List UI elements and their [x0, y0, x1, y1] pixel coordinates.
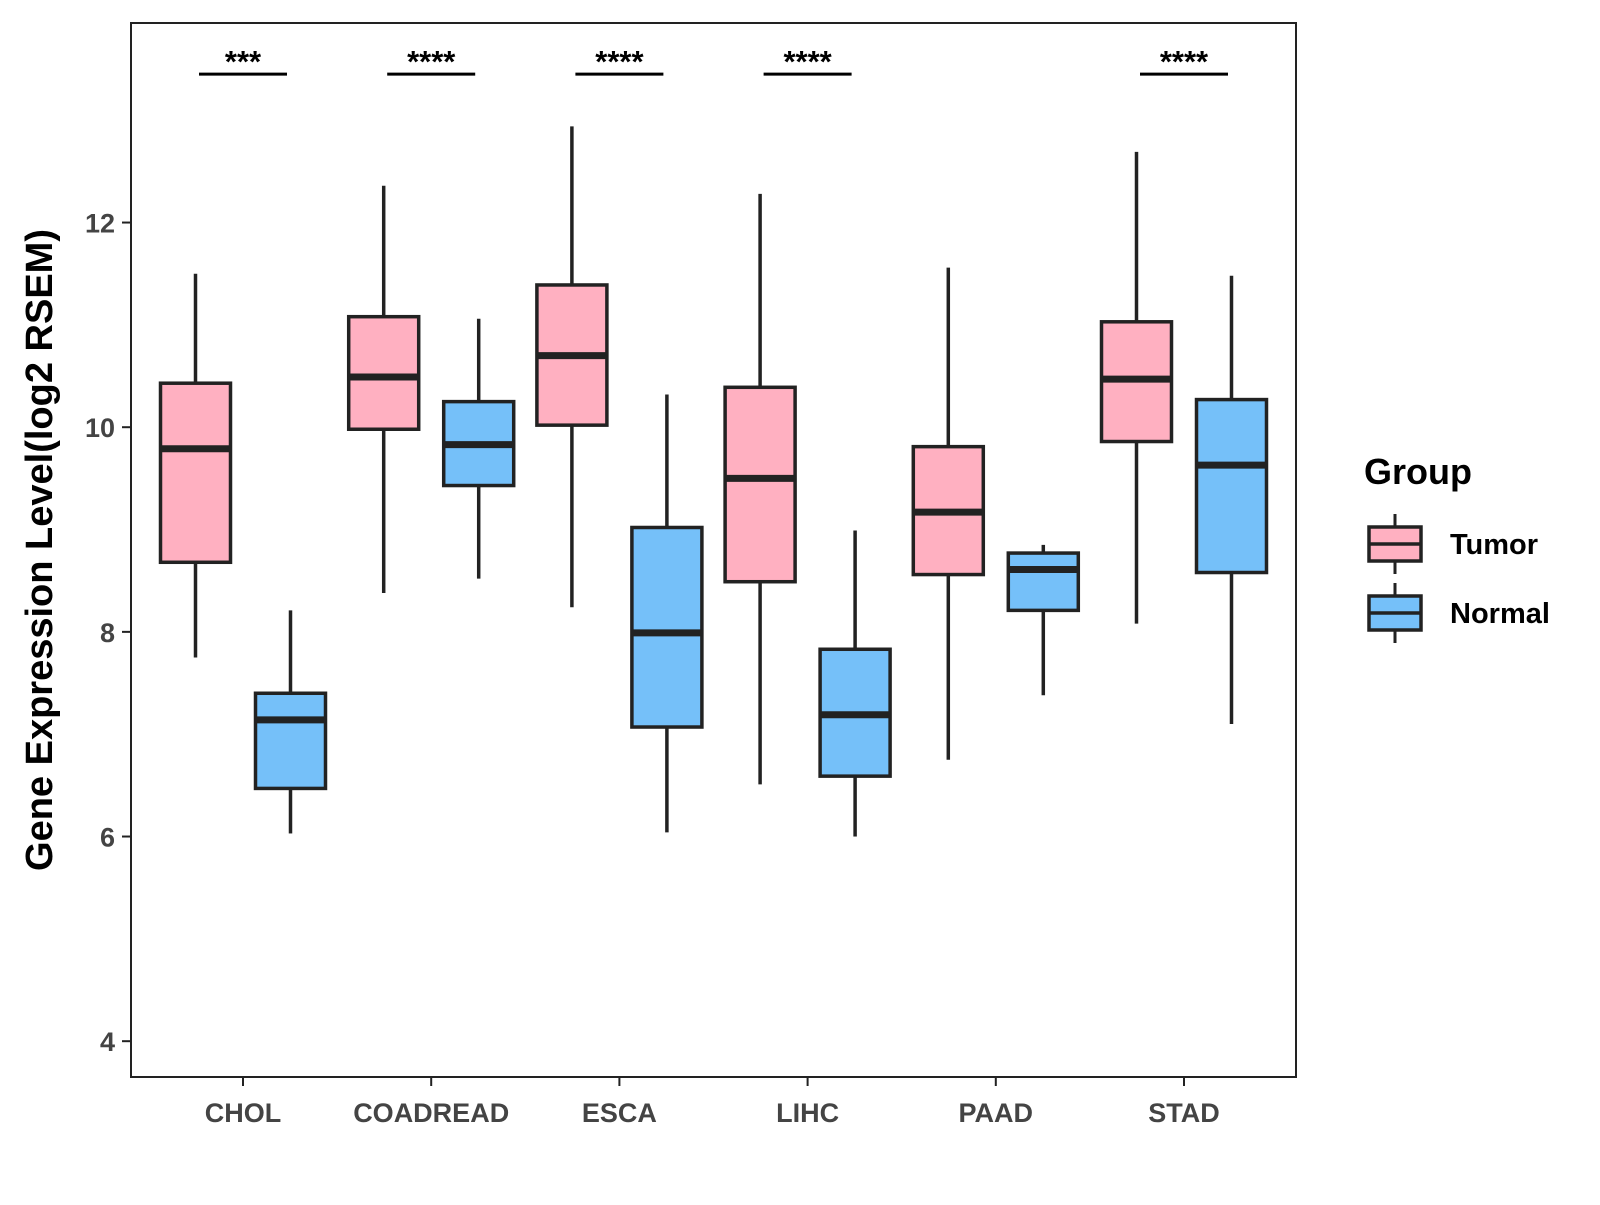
plot-panel [130, 22, 1297, 1078]
y-tick-label: 12 [85, 209, 115, 239]
box-lihc-normal [818, 530, 892, 837]
significance-layer: *** **** **** **** **** [199, 44, 1228, 79]
legend: Group Tumor Normal [1364, 451, 1550, 643]
x-tick-label: COADREAD [353, 1098, 509, 1128]
significance-label: **** [783, 44, 832, 79]
significance-coadread: **** [387, 44, 476, 79]
x-tick-label: PAAD [959, 1098, 1034, 1128]
x-tick-label: LIHC [776, 1098, 839, 1128]
significance-label: **** [595, 44, 644, 79]
y-tick-label: 6 [100, 823, 115, 853]
box-iqr [630, 525, 704, 729]
box-chol-normal [253, 610, 328, 834]
box-iqr [158, 381, 233, 565]
significance-chol: *** [199, 44, 287, 79]
significance-label: **** [1160, 44, 1209, 79]
box-chol-tumor [158, 273, 233, 658]
legend-entry-normal: Normal [1367, 583, 1550, 643]
legend-label: Tumor [1450, 529, 1538, 561]
y-tick-label: 4 [100, 1027, 115, 1057]
box-coadread-tumor [346, 185, 421, 593]
y-axis: 4 6 8 10 12 [85, 209, 131, 1057]
legend-title: Group [1364, 451, 1472, 492]
x-axis: CHOL COADREAD ESCA LIHC PAAD STAD [205, 1077, 1220, 1128]
significance-stad: **** [1140, 44, 1228, 79]
box-iqr [723, 385, 797, 584]
y-tick-label: 8 [100, 618, 115, 648]
box-paad-normal [1006, 544, 1081, 696]
box-lihc-tumor [723, 193, 797, 785]
box-stad-normal [1194, 275, 1269, 724]
significance-label: **** [407, 44, 456, 79]
box-esca-tumor [535, 126, 609, 608]
box-coadread-normal [441, 318, 516, 579]
box-iqr [1194, 397, 1269, 575]
x-tick-label: ESCA [582, 1098, 657, 1128]
y-axis-title: Gene Expression Level(log2 RSEM) [19, 229, 61, 871]
boxes-layer [158, 126, 1269, 837]
significance-esca: **** [575, 44, 664, 79]
box-paad-tumor [911, 267, 986, 760]
legend-entry-tumor: Tumor [1367, 514, 1538, 574]
legend-label: Normal [1450, 598, 1550, 630]
box-iqr [346, 314, 421, 432]
x-tick-label: STAD [1148, 1098, 1220, 1128]
significance-label: *** [225, 44, 262, 79]
x-tick-label: CHOL [205, 1098, 282, 1128]
box-esca-normal [630, 394, 704, 833]
box-stad-tumor [1099, 151, 1174, 624]
box-iqr [1006, 551, 1081, 613]
box-iqr [253, 691, 328, 791]
significance-lihc: **** [763, 44, 852, 79]
y-tick-label: 10 [85, 413, 115, 443]
